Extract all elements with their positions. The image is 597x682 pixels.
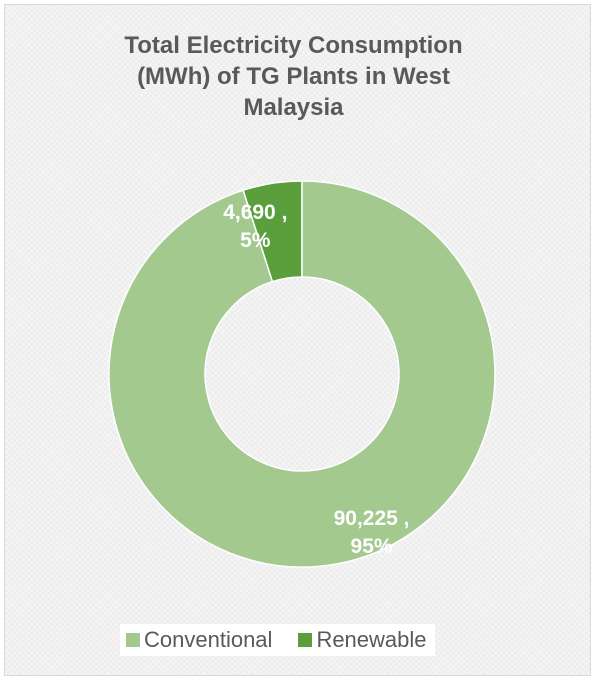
legend-item-conventional: Conventional (126, 627, 272, 653)
chart-title-line-2: (MWh) of TG Plants in West (137, 63, 450, 90)
chart-title-line-1: Total Electricity Consumption (124, 32, 463, 59)
legend: Conventional Renewable (120, 624, 435, 656)
data-label-conventional-percent: 95% (351, 535, 393, 558)
data-label-renewable-value: 4,690 , (223, 201, 287, 224)
legend-swatch-conventional (126, 633, 140, 647)
legend-label-renewable: Renewable (316, 627, 427, 652)
legend-swatch-renewable (298, 633, 313, 647)
chart-title: Total Electricity Consumption (MWh) of T… (60, 30, 527, 123)
chart-title-line-3: Malaysia (243, 94, 344, 121)
data-label-conventional-value: 90,225 , (334, 507, 410, 530)
data-label-renewable-percent: 5% (240, 229, 271, 252)
legend-label-conventional: Conventional (144, 627, 273, 652)
slice-conventional (108, 180, 496, 568)
legend-item-renewable: Renewable (298, 627, 427, 653)
